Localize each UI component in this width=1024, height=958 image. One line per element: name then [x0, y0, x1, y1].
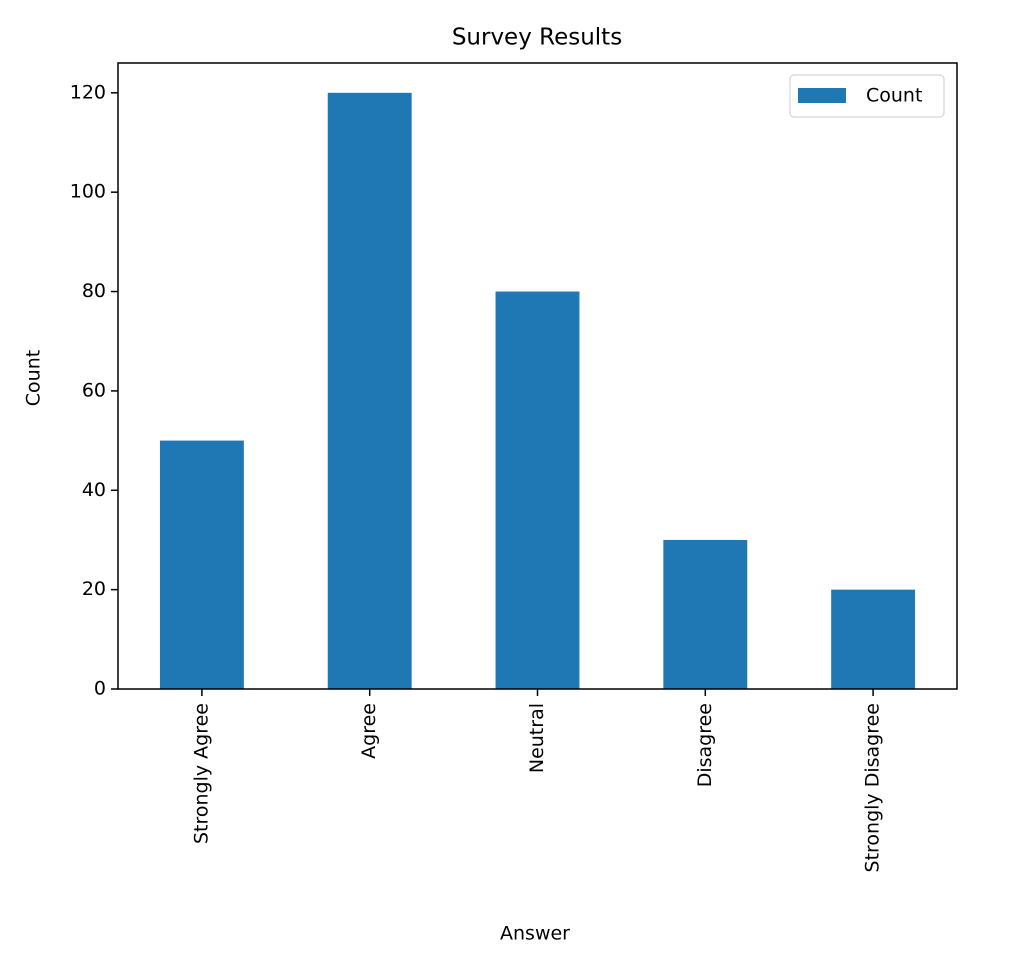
y-tick-label: 40 [82, 479, 106, 501]
y-tick-label: 60 [82, 379, 106, 401]
bar [327, 92, 412, 690]
bar [495, 291, 580, 689]
legend-label: Count [866, 85, 922, 107]
x-tick-label: Strongly Disagree [862, 703, 884, 872]
bar [831, 589, 916, 689]
x-axis-label: Answer [500, 923, 570, 945]
y-tick-label: 0 [94, 678, 106, 700]
bar [159, 440, 244, 689]
chart-title: Survey Results [452, 25, 622, 51]
x-tick-label: Neutral [526, 703, 548, 773]
y-tick-label: 20 [82, 578, 106, 600]
bar [663, 539, 748, 689]
axes-frame [117, 62, 958, 690]
legend-box [789, 74, 945, 118]
x-tick-label: Agree [358, 703, 380, 759]
legend-swatch [798, 88, 846, 103]
y-tick-label: 80 [82, 280, 106, 302]
y-tick-label: 100 [70, 181, 106, 203]
y-tick-label: 120 [70, 81, 106, 103]
x-tick-label: Strongly Agree [190, 703, 212, 844]
x-tick-label: Disagree [694, 703, 716, 787]
y-axis-label: Count [23, 350, 45, 406]
